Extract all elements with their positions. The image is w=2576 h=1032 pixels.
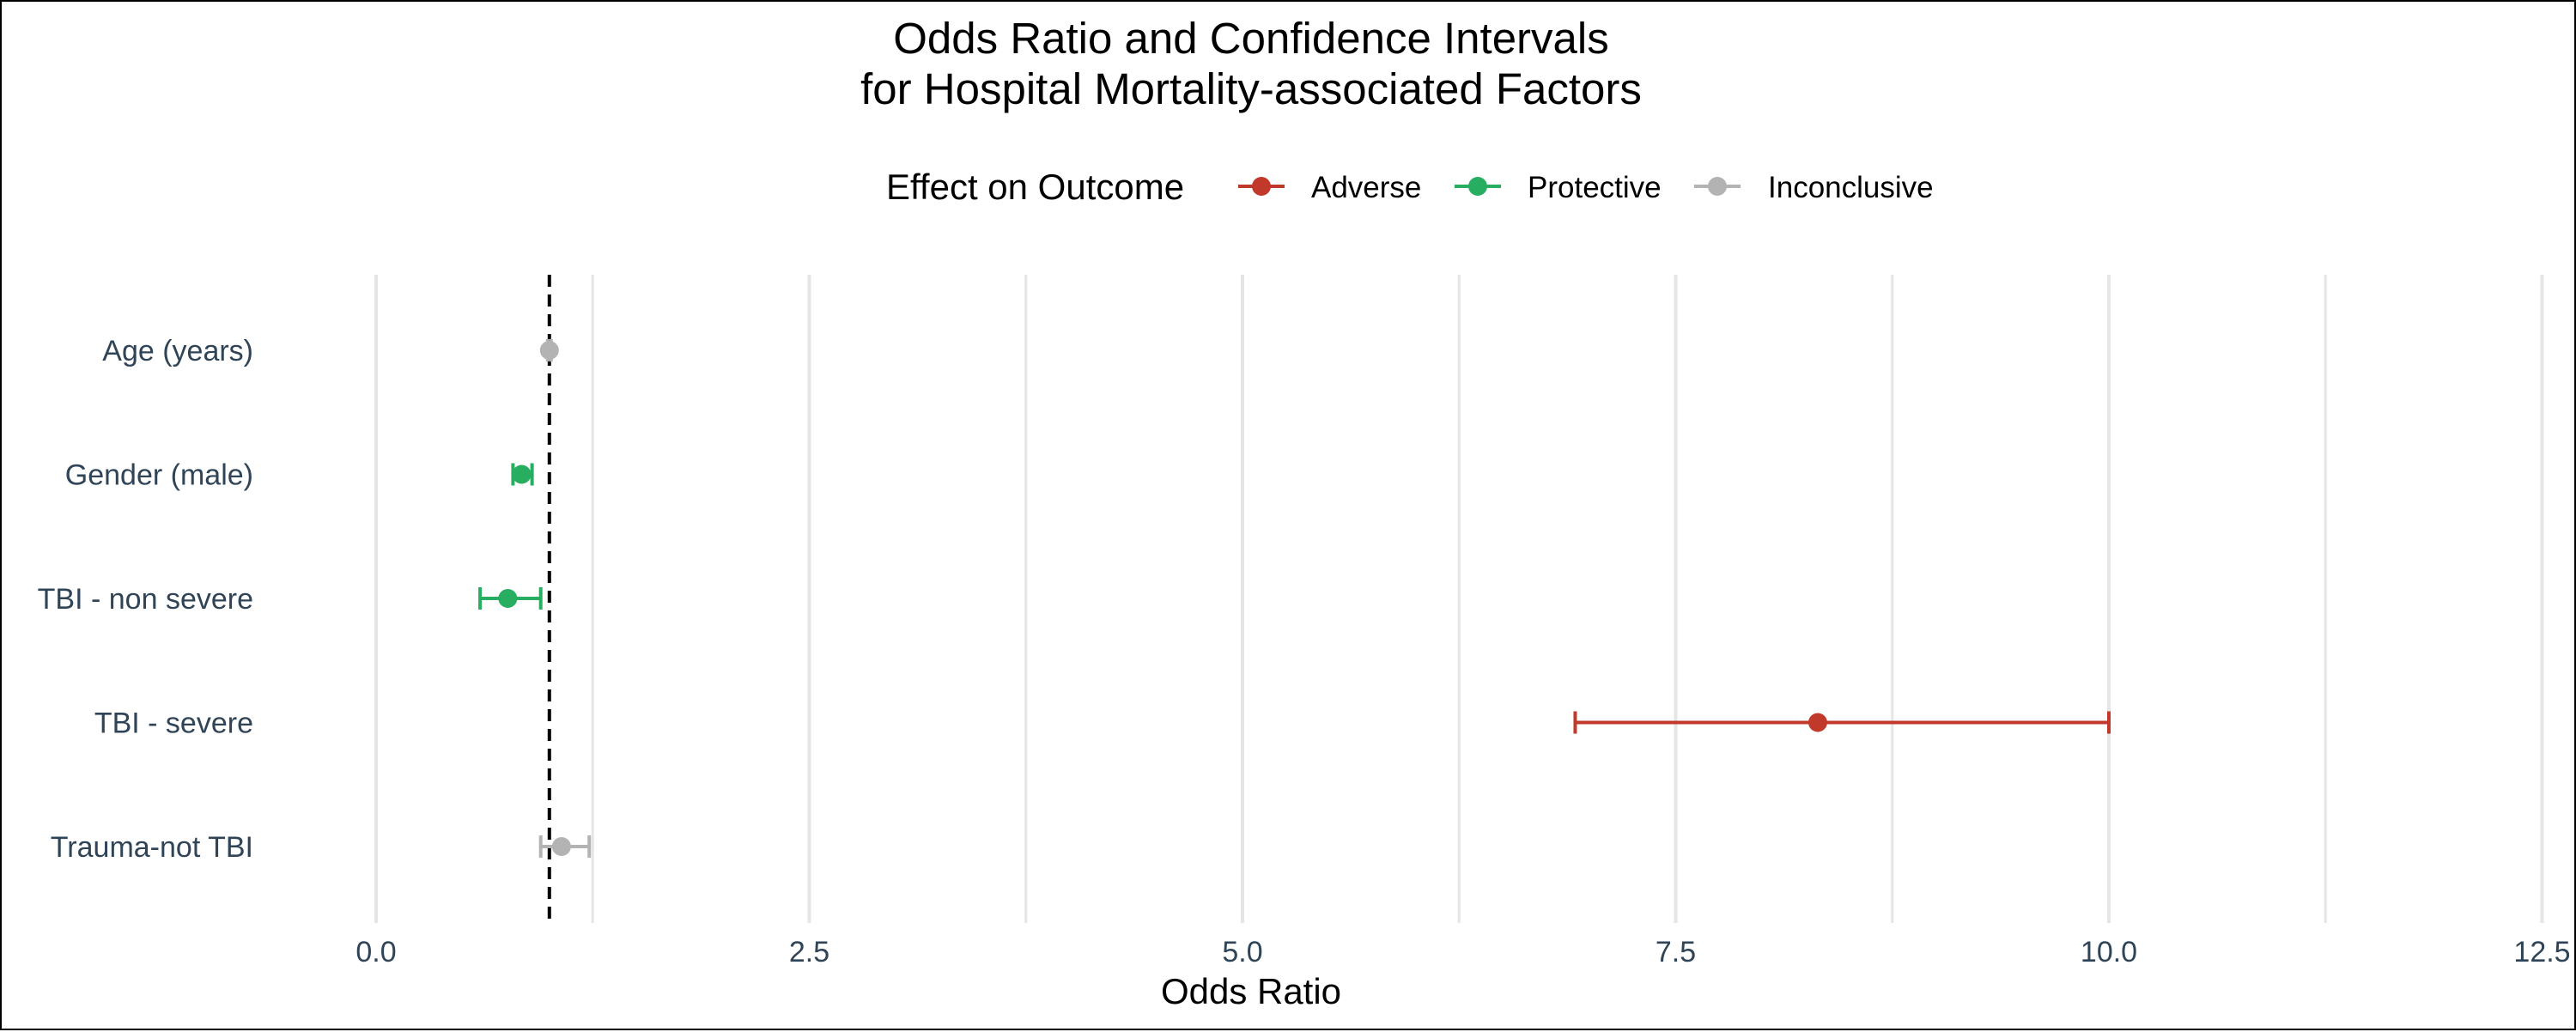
chart-title-line-1: Odds Ratio and Confidence Intervals (893, 14, 1608, 63)
legend: Effect on Outcome Adverse Protective Inc… (886, 167, 1934, 207)
y-category-label: Trauma-not TBI (51, 831, 253, 864)
odds-ratio-point (498, 589, 518, 608)
legend-key-adverse-point (1252, 177, 1271, 196)
odds-ratio-point (512, 464, 532, 484)
data-marks (478, 339, 2111, 858)
legend-label-inconclusive: Inconclusive (1768, 171, 1934, 204)
legend-title: Effect on Outcome (886, 167, 1184, 207)
odds-ratio-point (1807, 713, 1827, 732)
x-tick-label: 10.0 (2081, 936, 2137, 968)
y-category-label: TBI - severe (94, 707, 253, 740)
legend-key-inconclusive-point (1708, 177, 1727, 196)
y-category-label: Age (years) (102, 335, 253, 367)
odds-ratio-point (539, 341, 559, 360)
x-tick-label: 0.0 (355, 936, 396, 968)
grid-lines (374, 275, 2544, 923)
x-tick-label: 5.0 (1222, 936, 1262, 968)
legend-label-protective: Protective (1528, 171, 1662, 204)
x-axis-title: Odds Ratio (1161, 971, 1341, 1011)
chart-title-line-2: for Hospital Mortality-associated Factor… (860, 64, 1642, 113)
x-axis-tick-labels: 0.0 2.5 5.0 7.5 10.0 12.5 (355, 936, 2570, 968)
y-category-label: Gender (male) (65, 459, 253, 492)
legend-key-protective-point (1468, 177, 1487, 196)
x-tick-label: 12.5 (2513, 936, 2570, 968)
y-axis-labels: Age (years) Gender (male) TBI - non severe… (38, 335, 253, 864)
odds-ratio-point (551, 837, 571, 856)
y-category-label: TBI - non severe (38, 583, 253, 616)
legend-label-adverse: Adverse (1311, 171, 1421, 204)
x-tick-label: 2.5 (789, 936, 829, 968)
x-tick-label: 7.5 (1656, 936, 1696, 968)
